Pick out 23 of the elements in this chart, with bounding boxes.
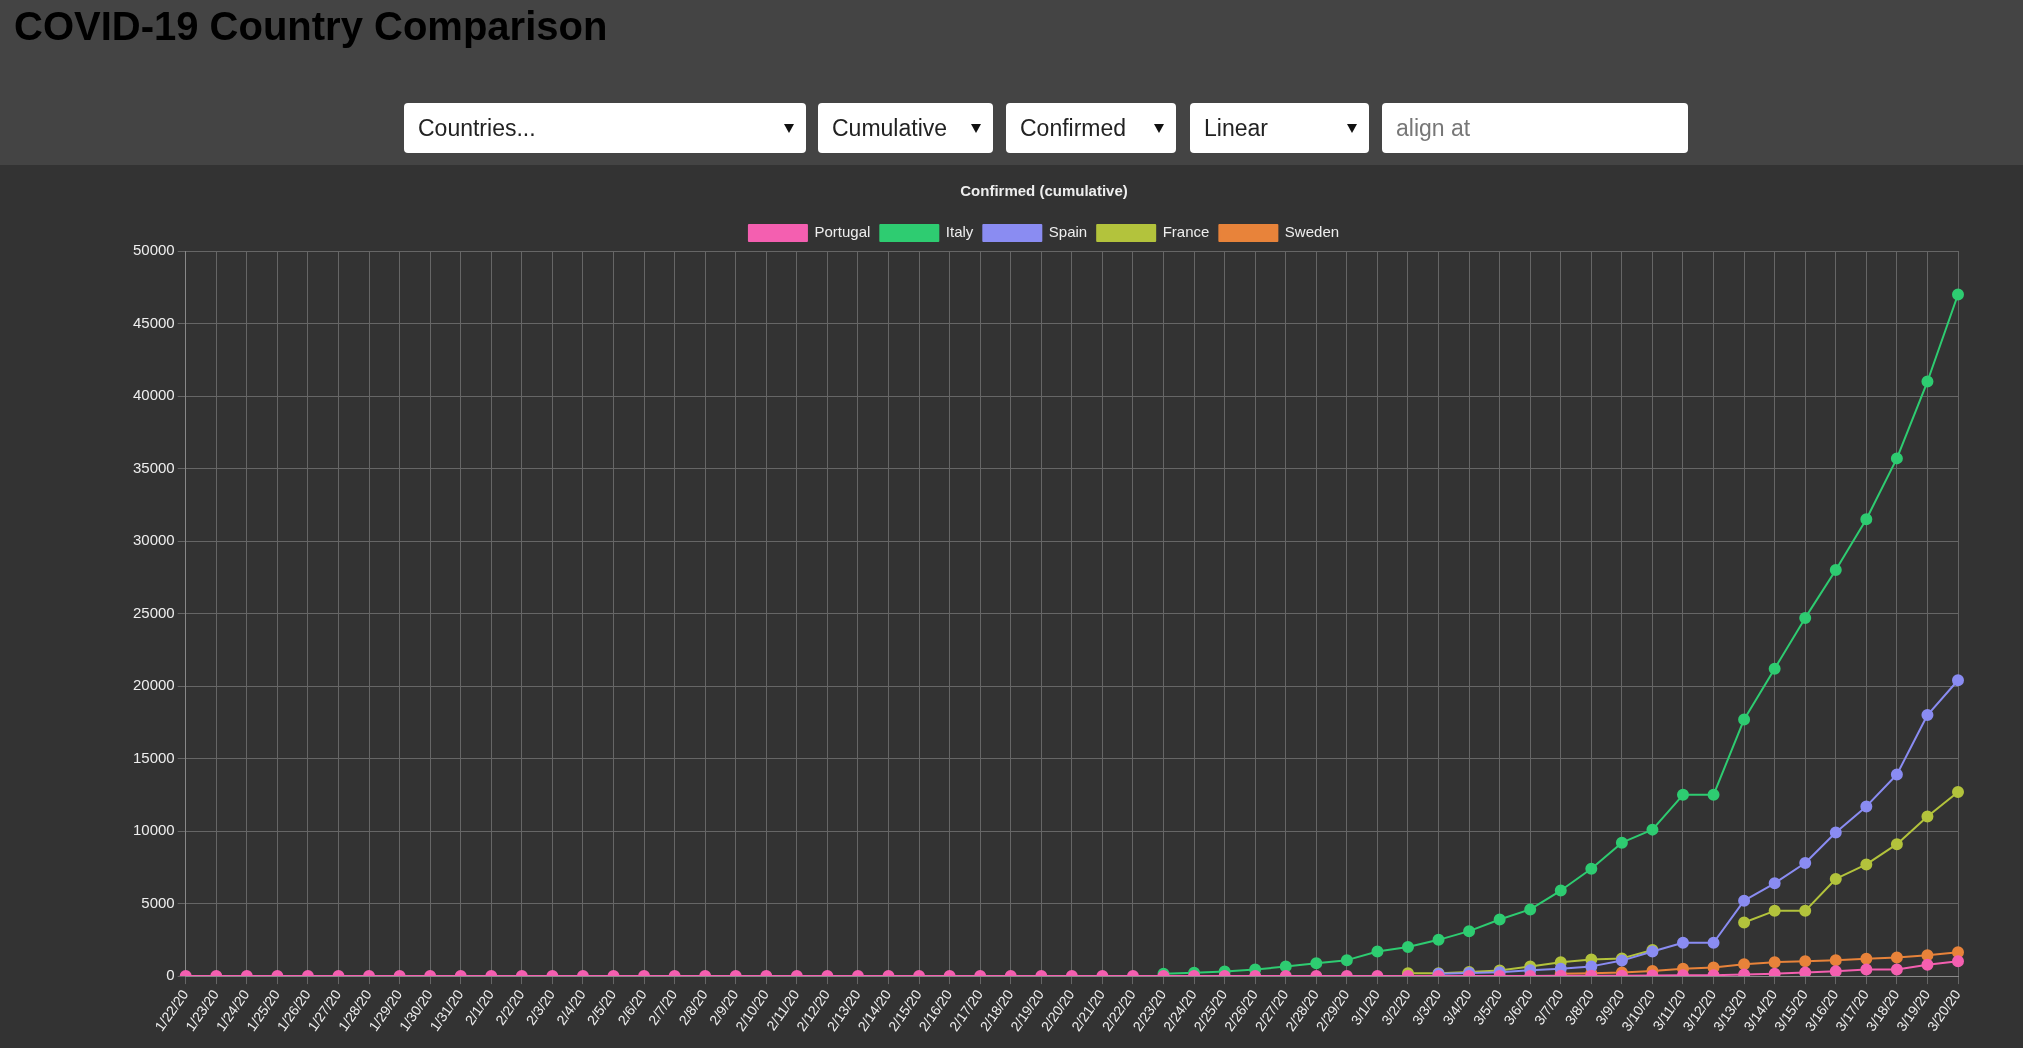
y-tick-label: 30000 [132,531,175,549]
legend-label: France [1162,223,1210,241]
text: align at [1396,115,1471,141]
y-tick-label: 10000 [132,821,175,839]
legend-label: Portugal [814,223,871,241]
legend-label: Italy [945,223,974,241]
text: Confirmed [1020,115,1127,141]
y-tick-label: 35000 [132,458,175,476]
y-tick-label: 0 [166,966,175,984]
y-tick-label: 15000 [132,748,175,766]
chart-subtitle: Confirmed (cumulative) [960,182,1128,200]
chart-title: COVID-19 Country Comparison [14,4,608,49]
y-tick-label: 45000 [132,313,175,331]
y-tick-label: 25000 [132,603,175,621]
y-tick-label: 5000 [141,893,175,911]
legend-label: Sweden [1284,223,1340,241]
text: Countries... [418,115,536,141]
text: Cumulative [832,115,948,141]
legend-label: Spain [1048,223,1088,241]
text: Linear [1204,115,1268,141]
y-tick-label: 50000 [132,241,175,259]
y-tick-label: 40000 [132,386,175,404]
y-tick-label: 20000 [132,676,175,694]
